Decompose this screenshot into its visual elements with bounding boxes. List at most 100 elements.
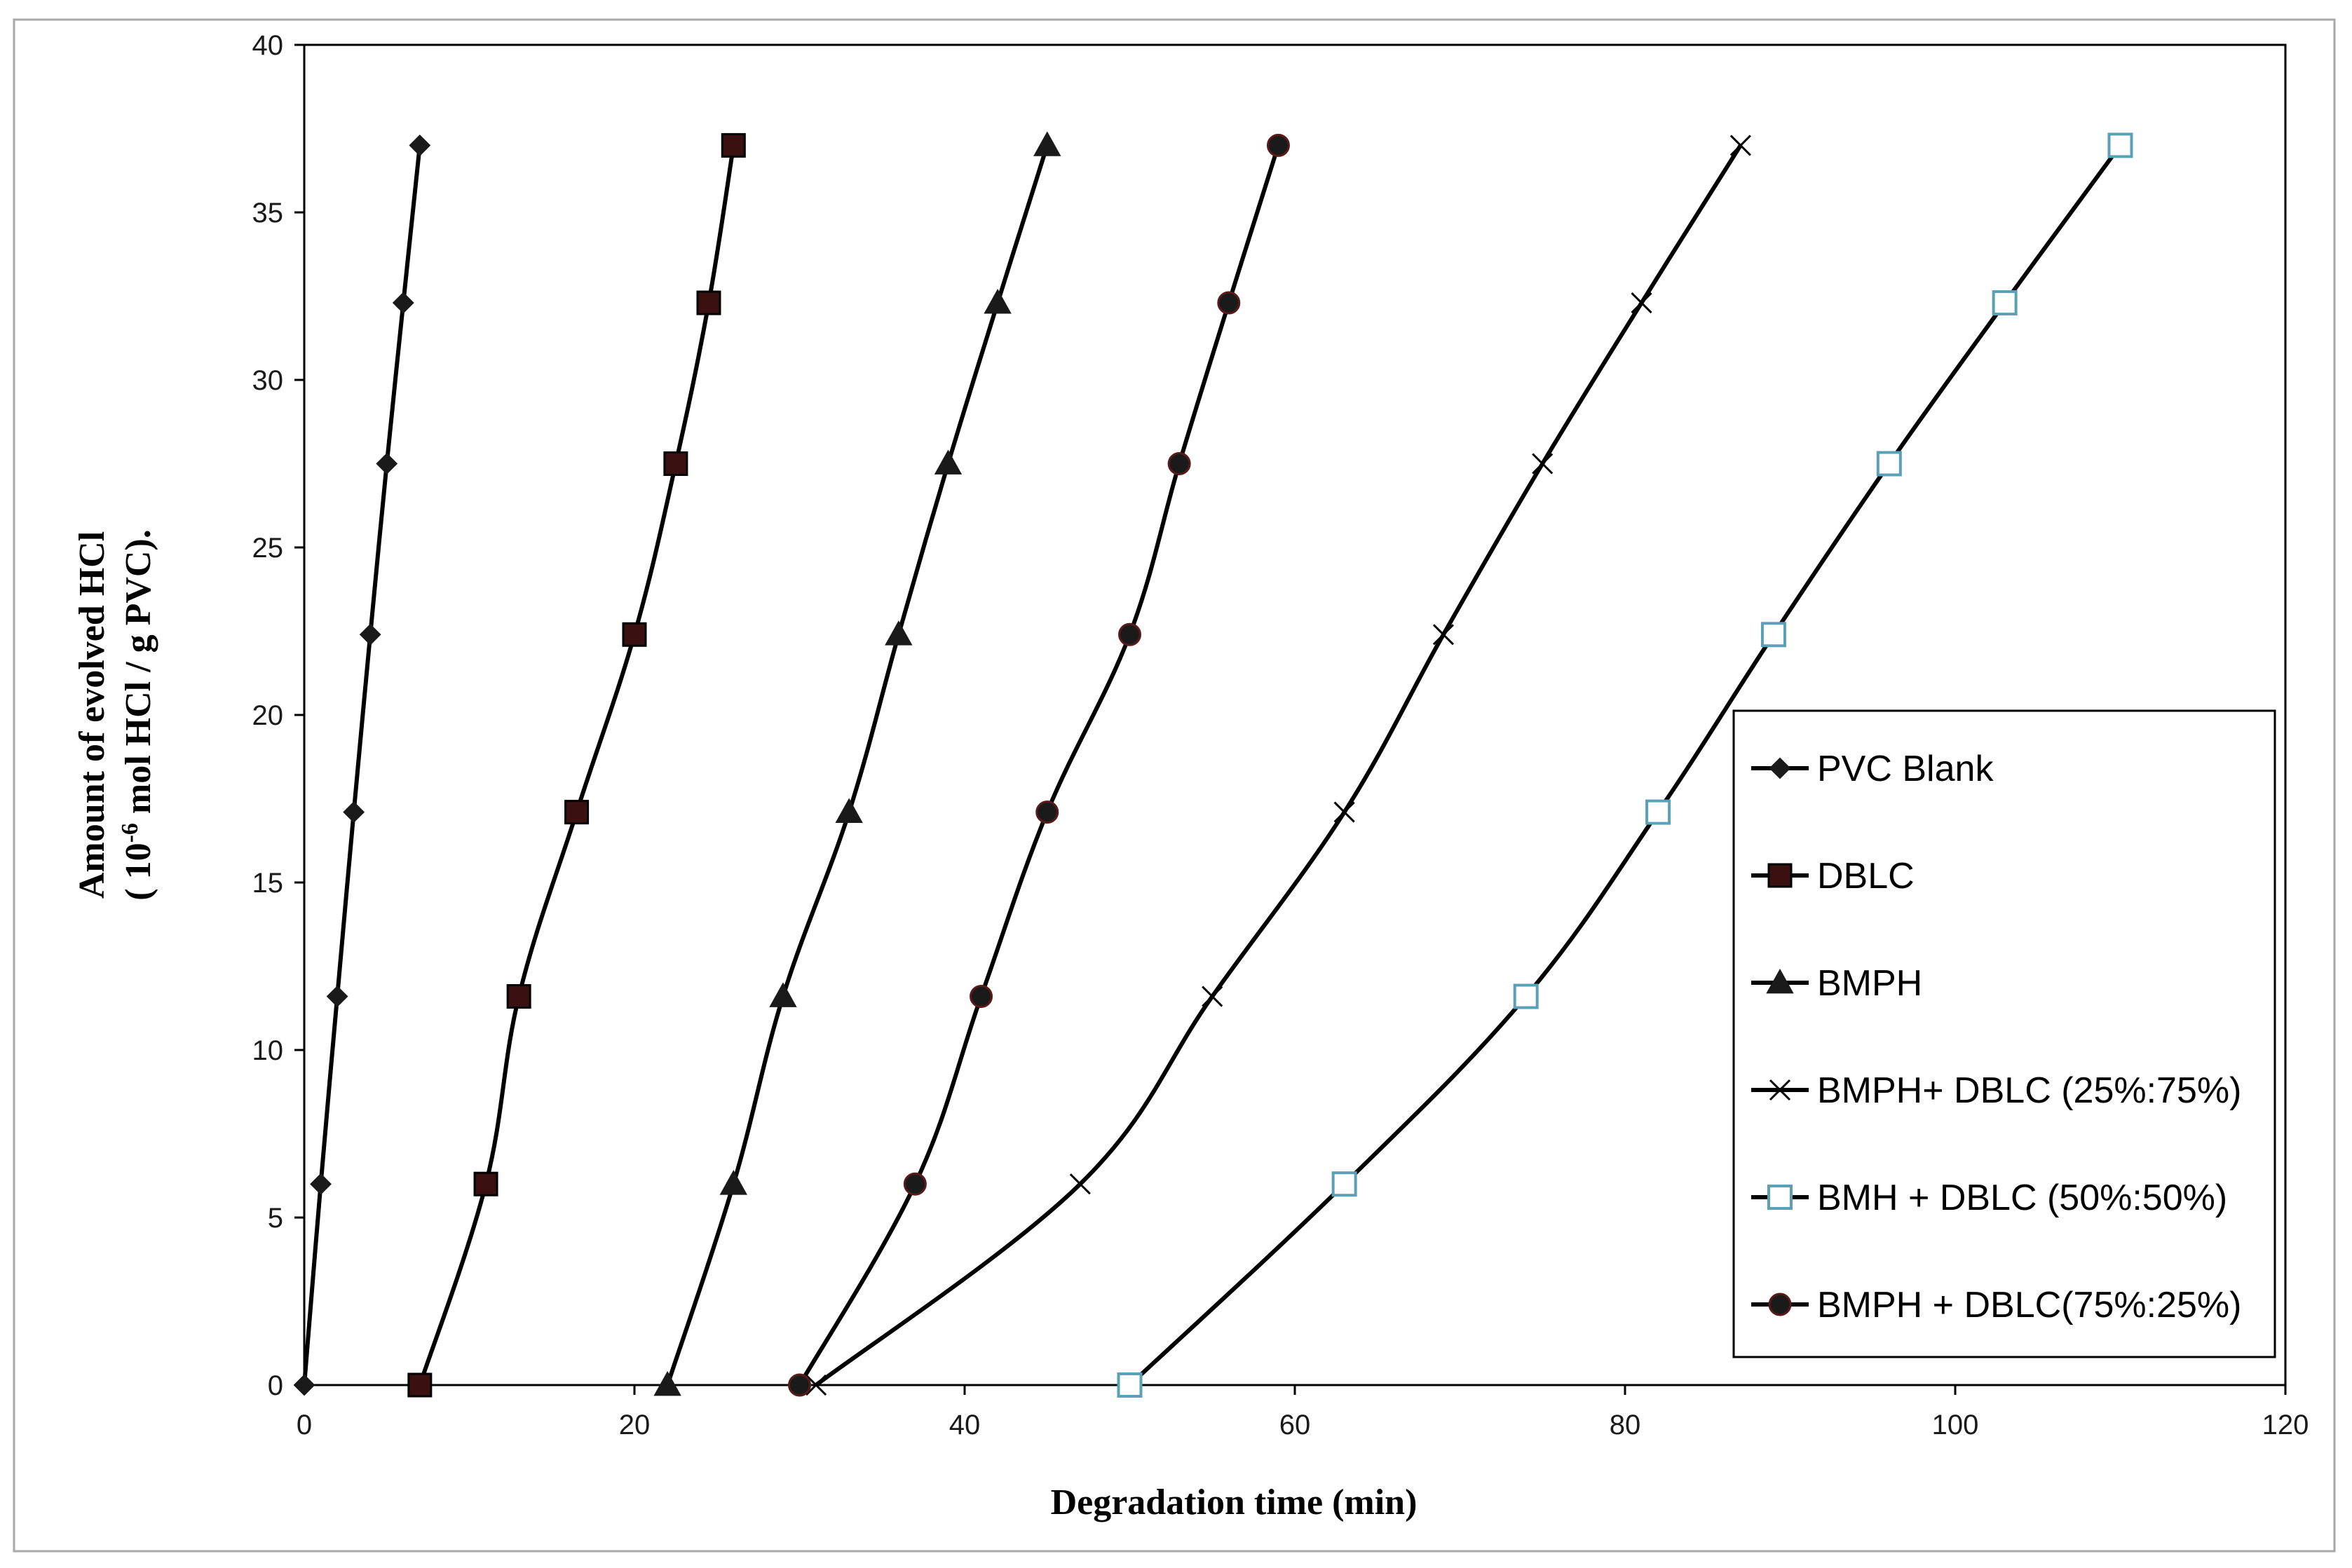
data-point bbox=[2107, 132, 2133, 158]
data-point bbox=[1532, 453, 1554, 475]
legend-item: BMPH + DBLC(75%:25%) bbox=[1751, 1285, 2241, 1325]
x-tick-label: 40 bbox=[949, 1410, 981, 1440]
y-tick-label: 40 bbox=[252, 30, 284, 61]
legend-swatch-marker bbox=[1766, 968, 1794, 994]
data-point bbox=[359, 623, 381, 646]
data-point bbox=[564, 800, 590, 825]
x-axis-title: Degradation time (min) bbox=[1051, 1482, 1418, 1522]
y-tick-label: 35 bbox=[252, 198, 284, 229]
legend-box bbox=[1732, 709, 2276, 1358]
x-axis-ticks: 0 20 40 60 80 100 120 bbox=[297, 1385, 2309, 1440]
data-point bbox=[835, 798, 863, 824]
data-point bbox=[473, 1171, 498, 1197]
data-point bbox=[970, 985, 993, 1009]
y-axis-title-suffix: mol HCl / g PVC). bbox=[118, 529, 158, 823]
legend-item: PVC Blank bbox=[1751, 749, 1994, 789]
legend-item: BMH + DBLC (50%:50%) bbox=[1751, 1178, 2227, 1218]
y-tick-label: 20 bbox=[252, 700, 284, 731]
legend-item: BMPH+ DBLC (25%:75%) bbox=[1751, 1070, 2241, 1111]
data-point bbox=[769, 982, 797, 1007]
data-point bbox=[1266, 133, 1290, 157]
y-tick-label: 15 bbox=[252, 868, 284, 899]
data-point bbox=[1118, 622, 1141, 646]
data-point bbox=[885, 620, 913, 646]
series-pvc-blank bbox=[293, 134, 431, 1396]
x-tick-label: 80 bbox=[1610, 1410, 1641, 1440]
data-point bbox=[326, 986, 348, 1007]
series-line bbox=[665, 144, 1049, 1386]
x-tick-label: 120 bbox=[2262, 1410, 2309, 1440]
data-point bbox=[343, 801, 365, 824]
data-point bbox=[1217, 291, 1241, 315]
data-point bbox=[1992, 290, 2018, 316]
y-axis-title-line2: ( 10-6 mol HCl / g PVC). bbox=[117, 529, 158, 901]
series-line bbox=[302, 145, 422, 1386]
data-point bbox=[392, 292, 414, 314]
y-tick-label: 5 bbox=[268, 1203, 283, 1234]
legend-items: PVC Blank DBLC BMPH BMPH+ DBLC (25%:75%) BMH… bbox=[1751, 749, 2241, 1325]
y-axis-title-superscript: -6 bbox=[117, 823, 143, 843]
data-point bbox=[653, 1370, 681, 1396]
legend-label: DBLC bbox=[1817, 856, 1915, 897]
series-bmph-dblc-75-25 bbox=[788, 133, 1290, 1397]
y-axis-title-prefix: ( 10 bbox=[118, 843, 158, 900]
data-point bbox=[506, 984, 531, 1009]
series-bmph bbox=[653, 131, 1061, 1396]
legend: PVC Blank DBLC BMPH BMPH+ DBLC (25%:75%) BMH… bbox=[1732, 709, 2276, 1358]
data-point bbox=[1645, 799, 1671, 825]
data-point bbox=[1069, 1173, 1091, 1195]
data-point bbox=[934, 449, 963, 475]
data-point bbox=[1513, 983, 1539, 1009]
data-point bbox=[407, 1372, 433, 1398]
legend-swatch-marker bbox=[1768, 1293, 1792, 1316]
data-point bbox=[1333, 801, 1355, 823]
legend-label: BMPH bbox=[1817, 963, 1922, 1004]
series-bmh-dblc-50-50 bbox=[1117, 132, 2133, 1398]
data-point bbox=[1202, 986, 1223, 1007]
x-tick-label: 60 bbox=[1279, 1410, 1311, 1440]
data-point bbox=[805, 1374, 827, 1396]
data-point bbox=[719, 1170, 747, 1195]
data-point bbox=[1432, 624, 1455, 646]
y-tick-label: 0 bbox=[268, 1370, 283, 1401]
legend-swatch-marker bbox=[1769, 757, 1791, 779]
legend-label: BMPH+ DBLC (25%:75%) bbox=[1817, 1070, 2241, 1111]
legend-swatch-marker bbox=[1769, 1079, 1791, 1101]
series-layer bbox=[293, 131, 2133, 1398]
y-axis-title-line1: Amount of evolved HCl bbox=[72, 531, 112, 899]
series-bmph-dblc-25-75 bbox=[805, 135, 1751, 1396]
legend-item: DBLC bbox=[1751, 856, 1915, 897]
data-point bbox=[1035, 800, 1059, 824]
legend-item: BMPH bbox=[1751, 963, 1922, 1004]
legend-label: BMPH + DBLC(75%:25%) bbox=[1817, 1285, 2241, 1325]
y-tick-label: 10 bbox=[252, 1035, 284, 1066]
data-point bbox=[903, 1172, 927, 1196]
data-point bbox=[788, 1373, 811, 1397]
series-dblc bbox=[407, 132, 746, 1398]
legend-swatch-marker bbox=[1767, 863, 1793, 888]
y-tick-label: 30 bbox=[252, 365, 284, 396]
data-point bbox=[409, 134, 431, 156]
x-tick-label: 0 bbox=[297, 1410, 312, 1440]
x-tick-label: 20 bbox=[619, 1410, 651, 1440]
data-point bbox=[1331, 1171, 1357, 1197]
data-point bbox=[1631, 292, 1652, 314]
data-point bbox=[310, 1173, 332, 1195]
data-point bbox=[376, 453, 398, 475]
data-point bbox=[721, 132, 746, 158]
data-point bbox=[696, 290, 721, 315]
data-point bbox=[1876, 451, 1902, 477]
legend-label: PVC Blank bbox=[1817, 749, 1994, 789]
legend-label: BMH + DBLC (50%:50%) bbox=[1817, 1178, 2227, 1218]
data-point bbox=[1760, 622, 1786, 648]
data-point bbox=[663, 451, 688, 476]
y-axis-title: Amount of evolved HCl ( 10-6 mol HCl / g… bbox=[72, 529, 158, 901]
data-point bbox=[1117, 1372, 1143, 1398]
data-point bbox=[1167, 452, 1191, 475]
y-tick-label: 25 bbox=[252, 533, 284, 564]
data-point bbox=[1033, 131, 1061, 156]
x-tick-label: 100 bbox=[1932, 1410, 1979, 1440]
legend-swatch-marker bbox=[1767, 1185, 1793, 1210]
